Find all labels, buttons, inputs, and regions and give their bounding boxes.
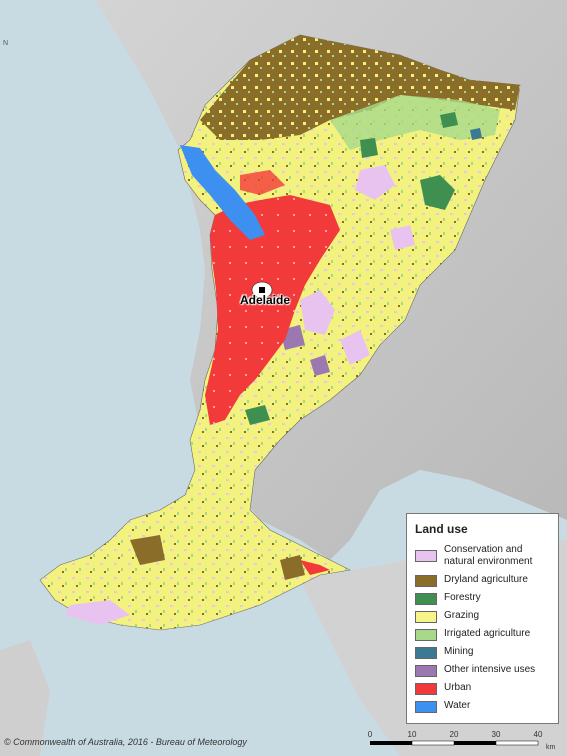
scale-tick: 20 (449, 730, 459, 739)
legend-label: Urban (444, 682, 472, 693)
scale-bar (370, 740, 539, 746)
legend-label: Forestry (444, 592, 481, 603)
city-marker (259, 287, 265, 293)
scale-tick: 0 (367, 730, 373, 739)
legend-items: Conservation and natural environment Dryl… (415, 544, 550, 713)
legend-swatch (415, 665, 437, 677)
legend-swatch (415, 647, 437, 659)
legend-label: Conservation and natural environment (444, 544, 533, 567)
legend-item: Irrigated agriculture (415, 628, 550, 641)
legend-label: Grazing (444, 610, 480, 621)
legend-label: Mining (444, 646, 474, 657)
western-land (0, 640, 50, 756)
region-land-use (39, 34, 521, 631)
legend-item: Dryland agriculture (415, 574, 550, 587)
legend: Land use Conservation and natural enviro… (406, 513, 559, 724)
legend-item: Conservation and natural environment (415, 544, 550, 568)
legend-swatch (415, 593, 437, 605)
scale-tick: 40 (533, 730, 543, 739)
legend-item: Forestry (415, 592, 550, 605)
legend-item: Urban (415, 682, 550, 695)
city-label: Adelaide (240, 293, 291, 307)
copyright-credit: © Commonwealth of Australia, 2016 - Bure… (4, 737, 247, 747)
legend-swatch (415, 629, 437, 641)
legend-swatch (415, 701, 437, 713)
scale-tick: 10 (407, 730, 417, 739)
north-marker: N (3, 40, 9, 47)
legend-item: Water (415, 700, 550, 713)
legend-swatch (415, 575, 437, 587)
scale-tick: 30 (491, 730, 501, 739)
legend-label: Dryland agriculture (444, 574, 528, 585)
legend-swatch (415, 550, 437, 562)
legend-item: Grazing (415, 610, 550, 623)
legend-label: Irrigated agriculture (444, 628, 531, 639)
legend-item: Other intensive uses (415, 664, 550, 677)
legend-title: Land use (415, 522, 468, 536)
legend-label: Other intensive uses (444, 664, 536, 675)
legend-swatch (415, 683, 437, 695)
legend-swatch (415, 611, 437, 623)
legend-item: Mining (415, 646, 550, 659)
legend-label: Water (444, 700, 471, 711)
scale-unit: km (546, 744, 556, 751)
